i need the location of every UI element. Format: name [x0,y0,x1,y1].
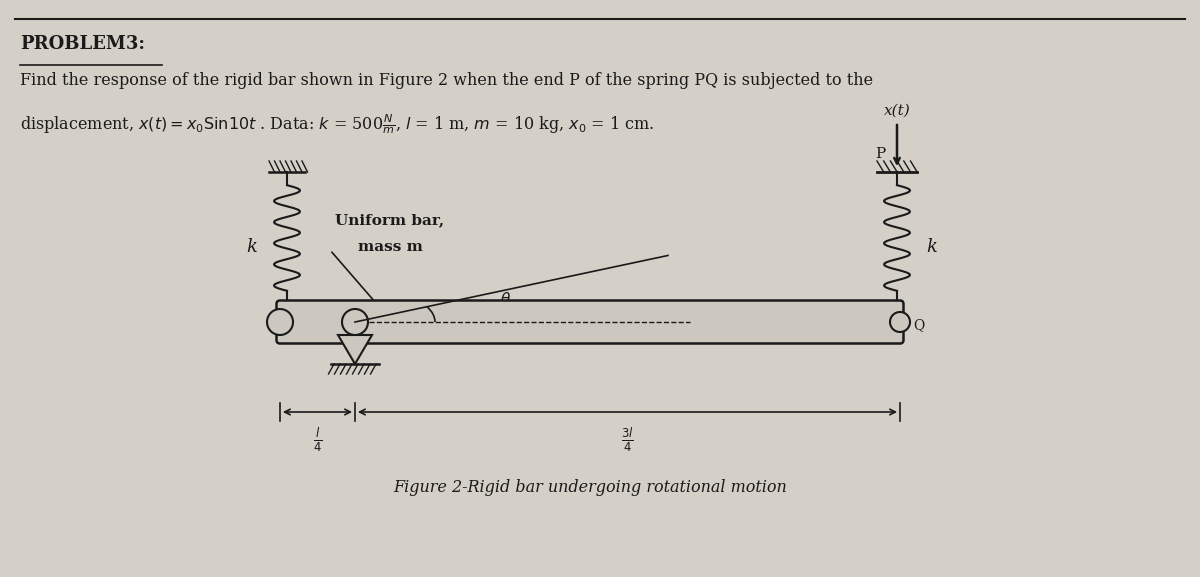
Text: mass m: mass m [358,240,422,254]
Text: PROBLEM3:: PROBLEM3: [20,35,145,53]
Circle shape [266,309,293,335]
Text: Figure 2-Rigid bar undergoing rotational motion: Figure 2-Rigid bar undergoing rotational… [394,478,787,496]
Text: Uniform bar,: Uniform bar, [335,213,444,227]
Text: $\frac{l}{4}$: $\frac{l}{4}$ [313,425,323,454]
Text: $\theta$: $\theta$ [500,291,511,307]
Circle shape [342,309,368,335]
Text: O: O [350,342,360,354]
Text: displacement, $x(t) = x_0\mathrm{Sin}10t$ . Data: $k$ = 500$\frac{N}{m}$, $l$ = : displacement, $x(t) = x_0\mathrm{Sin}10t… [20,112,654,136]
Text: k: k [926,238,937,256]
Text: Q: Q [913,318,924,332]
FancyBboxPatch shape [276,301,904,343]
Circle shape [890,312,910,332]
Text: P: P [875,147,886,161]
Text: x(t): x(t) [883,104,911,118]
Text: k: k [246,238,258,256]
Text: $\frac{3l}{4}$: $\frac{3l}{4}$ [622,425,634,454]
Text: Find the response of the rigid bar shown in Figure 2 when the end P of the sprin: Find the response of the rigid bar shown… [20,72,874,89]
Polygon shape [338,335,372,364]
